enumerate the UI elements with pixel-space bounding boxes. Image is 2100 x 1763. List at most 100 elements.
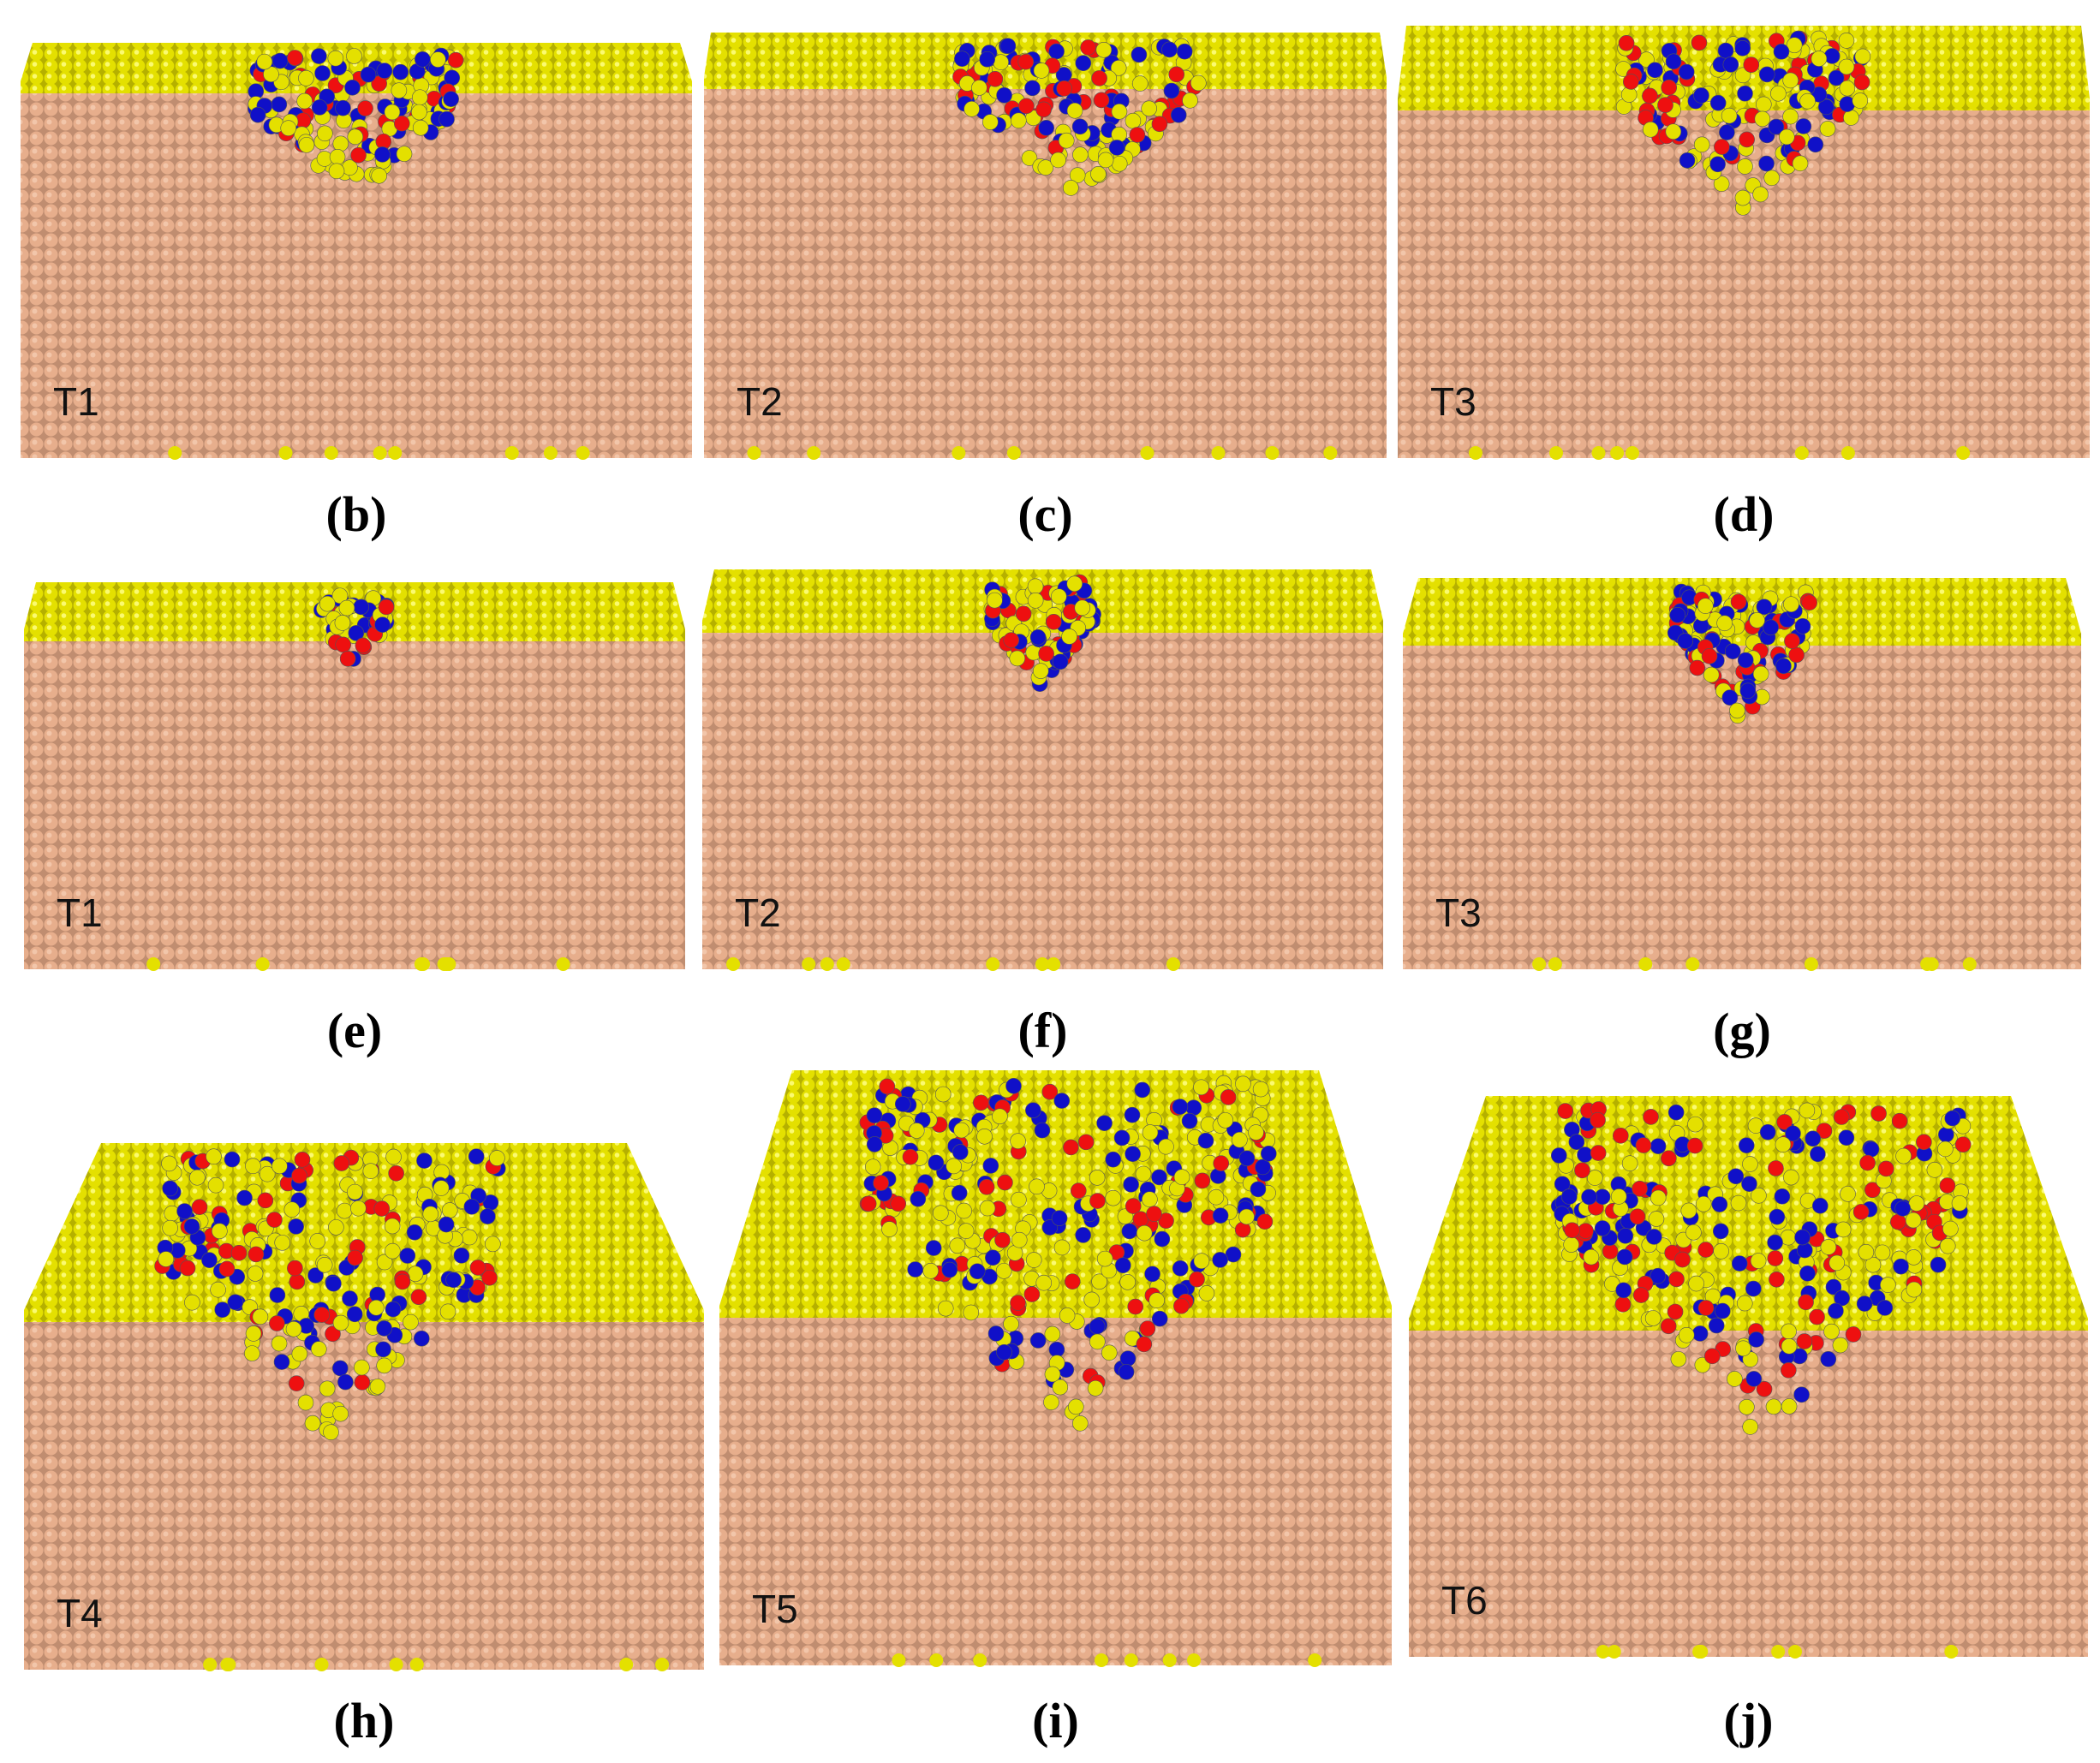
atom [1845,1326,1862,1343]
atom [1232,1131,1248,1148]
atom [1075,1227,1091,1243]
atom [412,119,429,136]
atom [439,1303,456,1320]
atom [1678,1326,1695,1343]
atom [1709,156,1726,173]
atom [298,70,314,86]
surface-layer [24,1310,704,1322]
atom [376,63,393,79]
panel-caption: (e) [327,1003,382,1058]
atom [469,1260,486,1276]
atom [1021,150,1038,166]
atom [1741,1176,1757,1192]
atom [489,1150,505,1166]
atom [1716,615,1733,632]
atom [1027,593,1044,609]
atom [1891,1112,1908,1129]
atom [311,48,327,64]
atom [949,1237,966,1254]
atom [1648,1211,1665,1227]
atom [1011,1231,1028,1248]
atom [1151,1310,1168,1327]
atom [1793,1386,1810,1403]
atom [1131,46,1148,63]
atom [1737,652,1754,669]
atom [1944,1110,1961,1127]
atom [1110,60,1127,76]
atom [1782,72,1799,89]
atom [263,66,279,82]
atom [997,1174,1013,1191]
atom [1944,1645,1959,1659]
atom [1610,1188,1627,1205]
atom [1235,1075,1251,1093]
atom [1843,110,1859,126]
panel-caption: (i) [1032,1693,1079,1748]
atom [987,70,1004,87]
atom [996,86,1012,104]
atom [1127,1298,1144,1315]
atom [1089,1318,1106,1335]
atom [1768,1160,1784,1176]
atom [1758,66,1775,83]
atom [1838,58,1855,75]
atom [1142,1124,1159,1141]
atom [1563,1236,1579,1253]
atom [374,616,391,633]
atom [1794,1229,1811,1246]
atom [1025,1102,1041,1118]
atom [335,636,351,653]
atom [360,66,377,83]
atom [1781,1323,1797,1340]
atom [1029,1332,1047,1349]
atom [1665,53,1682,70]
md-panel [24,1143,704,1671]
atom [1727,1168,1745,1185]
atom [191,1199,208,1216]
atom [941,1261,958,1278]
atom [291,1345,308,1362]
atom [344,79,361,96]
atom [410,1289,427,1306]
atom [259,1165,276,1182]
atom [1172,1099,1189,1115]
atom [1009,650,1026,667]
atom [385,1148,402,1165]
atom [1693,87,1709,104]
atom [1554,1176,1571,1193]
atom [323,1424,339,1440]
atom [376,1254,393,1271]
atom [1255,1158,1271,1176]
surface-layer [1403,634,2081,646]
atom [1091,1273,1107,1290]
atom [807,446,821,460]
atom [907,1261,923,1278]
atom [274,1235,290,1251]
atom [288,1218,304,1235]
atom [332,135,349,152]
atom [1574,1162,1590,1179]
atom [963,1304,980,1321]
atom [1154,1230,1171,1248]
atom [1061,628,1077,645]
atom [999,38,1017,55]
atom [1717,42,1734,59]
atom [1775,658,1792,675]
atom [1091,70,1107,86]
atom [393,115,410,132]
atom [335,99,351,116]
atom [1643,1109,1659,1125]
atom [504,446,519,460]
atom [1751,1188,1767,1204]
atom [987,1325,1005,1342]
atom [1714,139,1730,155]
atom [1583,1248,1600,1266]
atom [1064,1273,1081,1289]
atom [1248,1124,1264,1141]
atom [1730,1194,1747,1212]
atom [986,957,1000,971]
atom [1685,1224,1702,1241]
atom [1193,1253,1210,1269]
atom [1647,62,1663,79]
atom [879,1078,896,1095]
